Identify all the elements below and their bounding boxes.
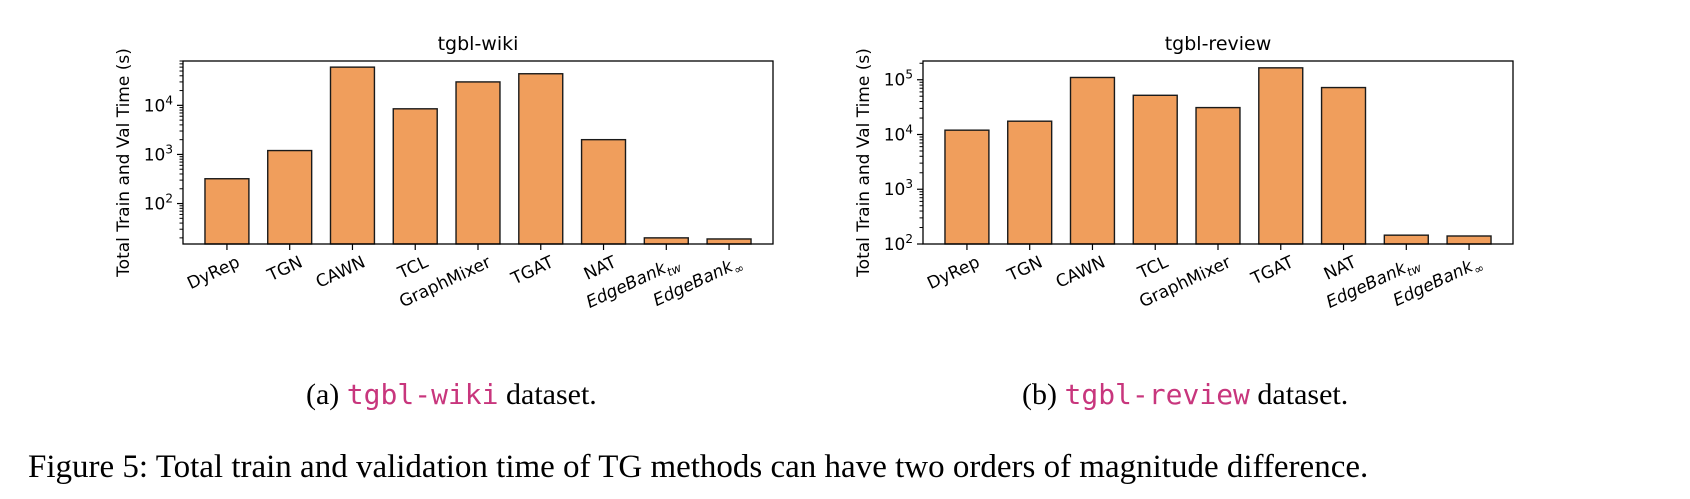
y-axis-label: Total Train and Val Time (s) xyxy=(854,48,874,278)
plot-frame xyxy=(922,60,1514,245)
bar-tgat xyxy=(1258,67,1304,245)
bar-edgebank xyxy=(1446,235,1492,245)
subcaption-a-suffix: dataset. xyxy=(498,378,597,411)
chart-title: tgbl-wiki xyxy=(438,33,519,55)
bar-tgn xyxy=(267,149,313,245)
x-tick-label: CAWN xyxy=(313,252,369,292)
bar-cawn xyxy=(329,66,376,245)
chart-panel-wiki: tgbl-wiki Total Train and Val Time (s) 102… xyxy=(105,20,855,340)
x-tick-label: TGN xyxy=(1004,252,1046,286)
subcaption-a: (a) tgbl-wiki dataset. xyxy=(306,378,597,412)
subcaption-a-code: tgbl-wiki xyxy=(346,378,499,411)
y-tick-label: 102 xyxy=(144,192,173,215)
y-tick-label: 103 xyxy=(884,177,913,200)
bar-graphmixer xyxy=(455,81,501,245)
bar-tcl xyxy=(392,108,438,245)
subcaption-b-suffix: dataset. xyxy=(1249,378,1349,411)
y-tick-label: 105 xyxy=(884,68,913,91)
x-tick-label: EdgeBank∞ xyxy=(1390,252,1486,313)
y-tick-label: 104 xyxy=(884,122,913,145)
bar-edgebank-tw xyxy=(643,237,689,245)
bar-graphmixer xyxy=(1195,106,1241,245)
bar-edgebank xyxy=(706,238,752,245)
x-tick-label: DyRep xyxy=(184,252,243,294)
chart-panel-review: tgbl-review Total Train and Val Time (s) 1… xyxy=(845,20,1595,340)
x-tick-label: TGAT xyxy=(507,252,557,290)
x-tick-label: CAWN xyxy=(1053,252,1109,292)
chart-svg: tgbl-wiki Total Train and Val Time (s) 102… xyxy=(114,33,774,313)
plot-frame xyxy=(182,60,774,245)
subcaption-a-prefix: (a) xyxy=(306,378,347,411)
bar-tgat xyxy=(518,73,564,245)
subcaption-b: (b) tgbl-review dataset. xyxy=(1022,378,1348,412)
y-axis-label: Total Train and Val Time (s) xyxy=(114,48,134,278)
x-tick-label: EdgeBank∞ xyxy=(650,252,746,313)
y-tick-label: 102 xyxy=(884,232,913,255)
bar-cawn xyxy=(1069,76,1116,245)
bar-nat xyxy=(580,138,627,245)
bar-dyrep xyxy=(204,178,250,245)
y-tick-label: 103 xyxy=(144,142,173,165)
bar-dyrep xyxy=(944,129,990,245)
x-tick-label: TGN xyxy=(264,252,306,286)
bar-tcl xyxy=(1132,94,1178,245)
subcaption-b-code: tgbl-review xyxy=(1064,378,1250,411)
y-tick-label: 104 xyxy=(144,93,173,116)
bar-tgn xyxy=(1007,120,1053,245)
bar-edgebank-tw xyxy=(1383,234,1429,245)
subcaption-b-prefix: (b) xyxy=(1022,378,1065,411)
figure-caption: Figure 5: Total train and validation tim… xyxy=(28,449,1369,485)
x-tick-label: TGAT xyxy=(1247,252,1297,290)
chart-title: tgbl-review xyxy=(1165,33,1272,55)
bar-nat xyxy=(1320,86,1367,245)
chart-svg: tgbl-review Total Train and Val Time (s) 1… xyxy=(854,33,1514,313)
x-tick-label: DyRep xyxy=(924,252,983,294)
